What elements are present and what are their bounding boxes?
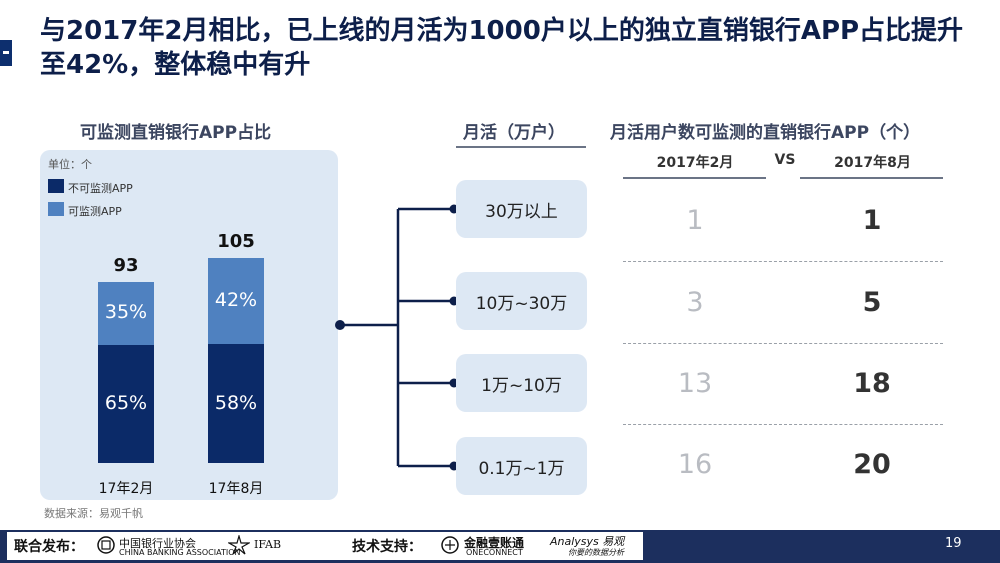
cba-logo-icon bbox=[97, 536, 115, 554]
feb-value-1: 1 bbox=[686, 205, 704, 236]
ifab-logo-icon bbox=[228, 535, 250, 555]
feb-value-2: 3 bbox=[686, 287, 704, 318]
slide-title: 与2017年2月相比，已上线的月活为1000户以上的独立直销银行APP占比提升至… bbox=[40, 16, 964, 80]
bar-total-aug: 105 bbox=[217, 231, 255, 253]
x-label-feb: 17年2月 bbox=[98, 481, 154, 497]
aug-value-1: 1 bbox=[862, 205, 882, 236]
joint-release-label: 联合发布： bbox=[14, 539, 84, 555]
mau-heading-rule bbox=[456, 146, 586, 148]
connector-root-dot bbox=[335, 320, 345, 330]
data-source: 数据来源：易观千帆 bbox=[44, 507, 143, 520]
mau-range-2: 10万~30万 bbox=[456, 272, 587, 330]
bar-not-monitorable-aug bbox=[208, 344, 264, 463]
left-chart-heading: 可监测直销银行APP占比 bbox=[80, 123, 272, 143]
col-head-feb: 2017年2月 bbox=[656, 155, 734, 171]
mau-range-4: 0.1万~1万 bbox=[456, 437, 587, 495]
page-number: 19 bbox=[945, 536, 962, 551]
connector-tree bbox=[335, 204, 459, 471]
feb-value-4: 16 bbox=[677, 449, 713, 480]
row-divider-1 bbox=[623, 261, 943, 262]
feb-value-3: 13 bbox=[677, 368, 713, 399]
aug-value-3: 18 bbox=[853, 368, 891, 399]
oneconnect-logo-icon bbox=[441, 536, 459, 554]
tech-support-label: 技术支持： bbox=[352, 539, 422, 555]
col-rule-feb bbox=[623, 177, 766, 179]
cba-name: 中国银行业协会 bbox=[119, 537, 196, 550]
bar-not-monitorable-feb bbox=[98, 345, 154, 463]
chart-panel bbox=[40, 150, 338, 500]
footer-logo-strip bbox=[6, 531, 644, 561]
col-head-aug: 2017年8月 bbox=[834, 155, 911, 171]
bar-total-feb: 93 bbox=[113, 254, 139, 276]
mau-range-1: 30万以上 bbox=[456, 180, 587, 238]
mau-heading: 月活（万户） bbox=[463, 123, 565, 143]
cba-english-name: CHINA BANKING ASSOCIATION bbox=[119, 548, 241, 557]
bar-monitorable-aug bbox=[208, 258, 264, 345]
mau-range-3: 1万~10万 bbox=[456, 354, 587, 412]
analysys-name: Analysys 易观 bbox=[550, 535, 625, 548]
col-head-vs: VS bbox=[774, 152, 796, 168]
legend-label-monitorable: 可监测APP bbox=[68, 205, 122, 218]
legend-swatch-monitorable bbox=[48, 202, 64, 216]
legend-swatch-not-monitorable bbox=[48, 179, 64, 193]
legend-label-not-monitorable: 不可监测APP bbox=[68, 182, 133, 195]
row-divider-3 bbox=[623, 424, 943, 425]
bar-label-not-monitorable-aug: 58% bbox=[214, 391, 258, 414]
bar-label-not-monitorable-feb: 65% bbox=[104, 392, 148, 415]
title-marker bbox=[0, 40, 12, 66]
ifab-name: IFAB bbox=[254, 538, 282, 551]
bar-label-monitorable-feb: 35% bbox=[104, 301, 148, 324]
unit-label: 单位：个 bbox=[48, 158, 92, 171]
table-heading: 月活用户数可监测的直销银行APP（个） bbox=[610, 123, 921, 143]
aug-value-4: 20 bbox=[853, 449, 891, 480]
row-divider-2 bbox=[623, 343, 943, 344]
bar-monitorable-feb bbox=[98, 281, 154, 346]
col-rule-aug bbox=[800, 177, 943, 179]
oneconnect-english-name: ONECONNECT bbox=[466, 548, 523, 557]
bar-label-monitorable-aug: 42% bbox=[214, 289, 258, 312]
aug-value-2: 5 bbox=[862, 287, 882, 318]
oneconnect-name: 金融壹账通 bbox=[464, 536, 525, 550]
analysys-slogan: 你要的数据分析 bbox=[568, 548, 624, 557]
x-label-aug: 17年8月 bbox=[208, 481, 264, 497]
